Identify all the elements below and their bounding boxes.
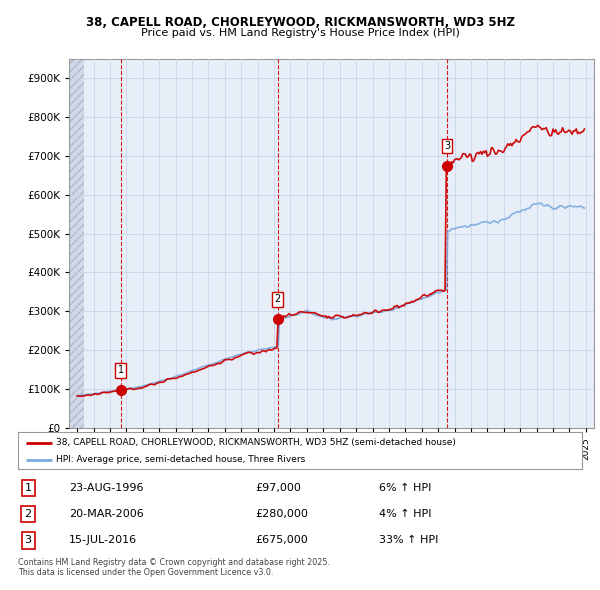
Bar	[69, 59, 84, 428]
Text: 3: 3	[444, 141, 450, 151]
Text: 33% ↑ HPI: 33% ↑ HPI	[379, 536, 439, 546]
Text: 15-JUL-2016: 15-JUL-2016	[69, 536, 137, 546]
Text: 38, CAPELL ROAD, CHORLEYWOOD, RICKMANSWORTH, WD3 5HZ: 38, CAPELL ROAD, CHORLEYWOOD, RICKMANSWO…	[86, 16, 515, 29]
Text: £280,000: £280,000	[255, 509, 308, 519]
Text: 1: 1	[118, 365, 124, 375]
Text: £675,000: £675,000	[255, 536, 308, 546]
Text: 2: 2	[25, 509, 32, 519]
Text: 2: 2	[274, 294, 281, 304]
Text: Contains HM Land Registry data © Crown copyright and database right 2025.
This d: Contains HM Land Registry data © Crown c…	[18, 558, 330, 577]
Text: 38, CAPELL ROAD, CHORLEYWOOD, RICKMANSWORTH, WD3 5HZ (semi-detached house): 38, CAPELL ROAD, CHORLEYWOOD, RICKMANSWO…	[56, 438, 456, 447]
Text: 6% ↑ HPI: 6% ↑ HPI	[379, 483, 431, 493]
Text: 4% ↑ HPI: 4% ↑ HPI	[379, 509, 431, 519]
Text: 1: 1	[25, 483, 32, 493]
Text: HPI: Average price, semi-detached house, Three Rivers: HPI: Average price, semi-detached house,…	[56, 455, 305, 464]
Text: 23-AUG-1996: 23-AUG-1996	[69, 483, 143, 493]
Text: £97,000: £97,000	[255, 483, 301, 493]
Text: 3: 3	[25, 536, 32, 546]
Text: 20-MAR-2006: 20-MAR-2006	[69, 509, 143, 519]
Text: Price paid vs. HM Land Registry's House Price Index (HPI): Price paid vs. HM Land Registry's House …	[140, 28, 460, 38]
